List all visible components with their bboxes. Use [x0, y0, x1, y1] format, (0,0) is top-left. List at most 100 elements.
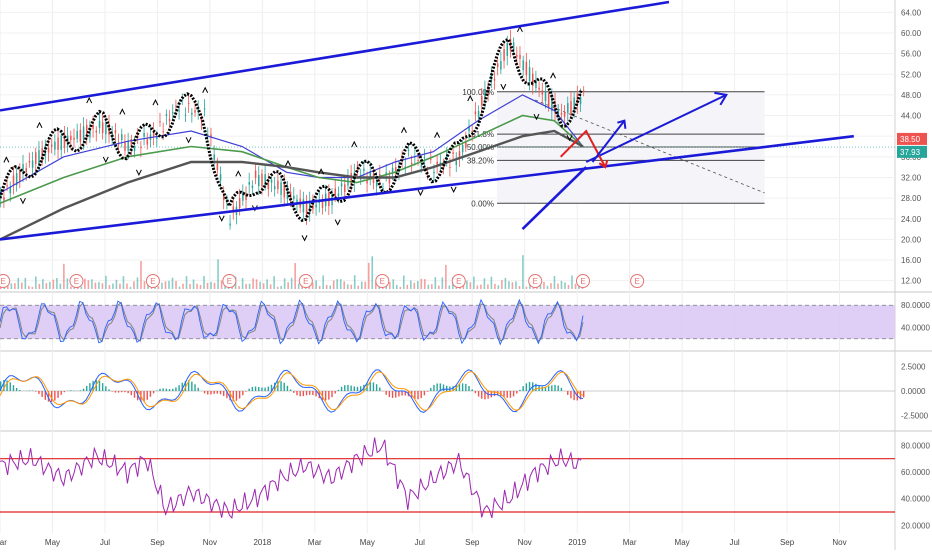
macd-histogram-bar [252, 387, 253, 391]
price-candle [70, 136, 72, 140]
macd-histogram-bar [398, 391, 399, 396]
volume-bar [161, 283, 163, 289]
macd-histogram-bar [102, 383, 103, 391]
volume-bar [242, 278, 244, 289]
fib-background [497, 92, 765, 203]
x-tick-label: Nov [832, 538, 846, 547]
volume-bar [554, 276, 556, 289]
macd-histogram-bar [147, 391, 148, 400]
volume-bar [88, 280, 90, 289]
price-candle [462, 145, 464, 152]
volume-bar [512, 282, 514, 289]
volume-bar [350, 285, 352, 289]
volume-bar [557, 284, 559, 289]
macd-histogram-bar [338, 390, 339, 391]
macd-histogram-bar [516, 391, 517, 394]
price-candle [475, 111, 477, 114]
macd-histogram-bar [306, 391, 307, 395]
volume-bar [56, 278, 58, 289]
volume-bar [259, 282, 261, 289]
price-candle [344, 184, 346, 192]
volume-bar [116, 280, 118, 289]
price-candle [25, 168, 27, 172]
x-tick-label: Jul [415, 538, 425, 547]
macd-histogram-bar [54, 391, 55, 401]
price-candle [169, 119, 171, 121]
volume-bar [49, 282, 51, 289]
volume-bar [561, 281, 563, 289]
x-tick-label: Jul [100, 538, 110, 547]
volume-bar [424, 279, 426, 289]
price-candle [143, 133, 145, 137]
price-candle [61, 135, 63, 149]
price-candle [341, 183, 343, 186]
macd-histogram-bar [312, 391, 313, 395]
volume-bar [477, 285, 479, 289]
x-tick-label: Sep [150, 538, 165, 547]
volume-bar [364, 282, 366, 289]
price-candle [204, 108, 206, 109]
volume-bar [498, 285, 500, 289]
macd-histogram-bar [376, 384, 377, 391]
macd-histogram-bar [350, 386, 351, 391]
macd-histogram-bar [548, 386, 549, 391]
macd-histogram-bar [99, 381, 100, 391]
price-candle [497, 64, 499, 68]
macd-histogram-bar [124, 391, 125, 392]
volume-bar [39, 284, 41, 289]
stochastic-tick-label: 40.0000 [901, 324, 930, 333]
price-candle [494, 79, 496, 81]
macd-histogram-bar [417, 391, 418, 399]
macd-histogram-bar [175, 387, 176, 391]
macd-histogram-bar [121, 391, 122, 392]
volume-bar [280, 286, 282, 289]
macd-histogram-bar [296, 391, 297, 395]
macd-histogram-bar [223, 391, 224, 396]
price-candle [13, 175, 15, 185]
volume-bar [284, 278, 286, 289]
volume-bar [70, 287, 72, 289]
volume-bar [361, 282, 363, 289]
volume-bar [140, 261, 142, 289]
volume-bar [21, 283, 23, 289]
volume-bar [435, 277, 437, 289]
macd-histogram-bar [287, 386, 288, 391]
price-candle [140, 147, 142, 148]
volume-bar [343, 281, 345, 289]
volume-bar [414, 283, 416, 289]
macd-histogram-bar [32, 390, 33, 391]
price-candle [258, 175, 260, 186]
volume-bar [575, 284, 577, 289]
volume-bar [522, 255, 524, 289]
macd-histogram-bar [303, 391, 304, 396]
price-tick-label: 28.00 [901, 194, 922, 203]
price-candle [220, 174, 222, 180]
price-badge-label: 37.93 [900, 148, 921, 157]
macd-histogram-bar [57, 391, 58, 398]
macd-histogram-bar [468, 386, 469, 391]
price-candle [188, 103, 190, 104]
volume-bar [256, 279, 258, 289]
macd-histogram-bar [264, 388, 265, 391]
macd-histogram-bar [19, 390, 20, 391]
price-candle [54, 142, 56, 150]
macd-histogram-bar [29, 390, 30, 391]
volume-bar [340, 279, 342, 289]
price-candle [172, 112, 174, 114]
earnings-marker-label: E [580, 277, 585, 286]
volume-bar [98, 282, 100, 289]
price-candle [500, 61, 502, 69]
macd-histogram-bar [236, 391, 237, 401]
macd-histogram-bar [159, 389, 160, 391]
price-candle [121, 134, 123, 140]
price-candle [449, 167, 451, 168]
x-tick-label: Nov [203, 538, 217, 547]
price-candle [421, 165, 423, 166]
rsi-tick-label: 20.0000 [901, 521, 930, 530]
volume-bar [84, 279, 86, 289]
volume-bar [119, 284, 121, 289]
volume-bar [357, 286, 359, 289]
macd-histogram-bar [433, 385, 434, 391]
macd-histogram-bar [268, 387, 269, 391]
volume-bar [431, 284, 433, 289]
